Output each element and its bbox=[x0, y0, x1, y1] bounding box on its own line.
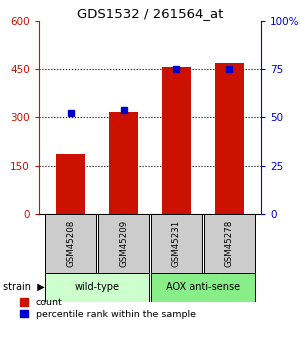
Bar bbox=[215, 63, 244, 214]
Text: strain  ▶: strain ▶ bbox=[3, 282, 45, 292]
Bar bbox=[109, 112, 138, 214]
FancyBboxPatch shape bbox=[98, 214, 149, 273]
Text: wild-type: wild-type bbox=[75, 282, 120, 292]
Text: GSM45208: GSM45208 bbox=[66, 220, 75, 267]
Text: GSM45209: GSM45209 bbox=[119, 220, 128, 267]
FancyBboxPatch shape bbox=[204, 214, 255, 273]
Text: AOX anti-sense: AOX anti-sense bbox=[166, 282, 240, 292]
FancyBboxPatch shape bbox=[151, 214, 202, 273]
FancyBboxPatch shape bbox=[45, 214, 96, 273]
Text: GSM45231: GSM45231 bbox=[172, 220, 181, 267]
Title: GDS1532 / 261564_at: GDS1532 / 261564_at bbox=[77, 7, 223, 20]
FancyBboxPatch shape bbox=[45, 273, 149, 302]
Bar bbox=[56, 154, 85, 214]
FancyBboxPatch shape bbox=[151, 273, 255, 302]
Bar bbox=[162, 67, 191, 214]
Legend: count, percentile rank within the sample: count, percentile rank within the sample bbox=[20, 298, 196, 319]
Text: GSM45278: GSM45278 bbox=[225, 220, 234, 267]
